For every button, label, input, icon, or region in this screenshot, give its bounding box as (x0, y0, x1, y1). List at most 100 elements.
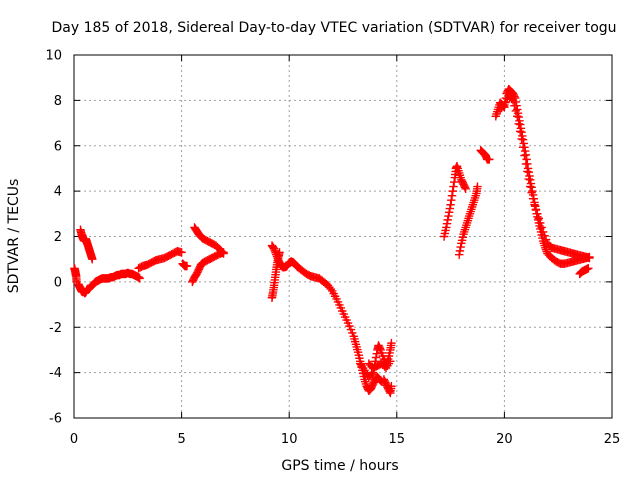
data-point (456, 242, 465, 252)
data-point (447, 196, 456, 205)
data-point (510, 101, 519, 110)
data-point (520, 151, 529, 160)
y-tick-label: 6 (54, 139, 62, 154)
series-segment-2a (134, 247, 186, 273)
y-axis: -6 -4 -2 0 2 4 6 8 10 (45, 49, 612, 427)
data-point (524, 168, 533, 177)
y-tick-label: 2 (54, 230, 62, 245)
data-point (135, 274, 144, 283)
data-point (528, 194, 538, 203)
data-point (345, 321, 354, 331)
data-point (518, 135, 528, 144)
data-point (540, 231, 549, 240)
y-axis-label: SDTVAR / TECUs (6, 179, 22, 294)
data-point (449, 177, 459, 187)
data-point (536, 218, 545, 228)
x-tick-label: 5 (177, 432, 185, 447)
data-point (527, 188, 536, 197)
data-point (443, 215, 452, 225)
x-tick-label: 25 (604, 432, 621, 447)
data-point (447, 191, 457, 200)
data-point (521, 150, 531, 160)
data-point (219, 249, 228, 258)
data-point (528, 186, 537, 196)
x-axis-label: GPS time / hours (281, 458, 398, 474)
series-segment-2d (190, 223, 228, 258)
data-point (375, 344, 385, 353)
data-point (515, 127, 525, 136)
data-point (515, 120, 525, 129)
data-point (448, 186, 457, 196)
data-point (446, 200, 455, 209)
series-segment-2c (188, 248, 228, 287)
data-point (517, 127, 526, 137)
data-point (517, 134, 526, 144)
data-point (371, 353, 381, 362)
data-point (444, 211, 453, 221)
series-segment-4b (455, 182, 482, 259)
data-point (445, 204, 455, 213)
data-point (177, 248, 186, 257)
data-point (524, 174, 533, 184)
data-point (485, 155, 494, 164)
data-point (346, 325, 356, 334)
data-point (449, 182, 458, 191)
data-point (584, 264, 593, 273)
data-point (455, 246, 465, 256)
data-point (387, 382, 396, 391)
grid (74, 55, 612, 418)
data-point (514, 119, 523, 129)
y-tick-label: 10 (45, 49, 62, 64)
x-axis: 0 5 10 15 20 25 (70, 55, 620, 447)
data-point (182, 261, 192, 271)
series-segment-4c (476, 146, 494, 164)
series-segment-4f (575, 264, 593, 279)
data-point (473, 182, 482, 191)
data-point (442, 223, 451, 232)
data-point (526, 175, 535, 184)
y-tick-label: -6 (49, 412, 62, 427)
data-point (498, 102, 508, 111)
data-point (461, 184, 470, 194)
data-point (521, 159, 531, 169)
data-point (511, 106, 521, 116)
series-segment-3e (364, 357, 395, 373)
data-point (455, 250, 464, 259)
y-tick-label: -4 (49, 366, 62, 381)
x-tick-label: 15 (389, 432, 406, 447)
chart-title: Day 185 of 2018, Sidereal Day-to-day VTE… (51, 20, 616, 36)
data-point (218, 248, 227, 257)
data-point (508, 96, 518, 105)
series-segment-1b (74, 268, 144, 298)
data-point (533, 209, 542, 219)
series-segment-3b (267, 241, 386, 395)
series-segment-2b (178, 259, 192, 271)
x-tick-label: 20 (496, 432, 513, 447)
data-point (513, 112, 522, 121)
data-point (526, 182, 535, 191)
data-point (531, 205, 541, 214)
data-point (523, 167, 532, 176)
data-point (585, 253, 594, 263)
series-segment-1a (70, 264, 81, 287)
y-tick-label: -2 (49, 321, 62, 336)
data-point (376, 375, 385, 385)
data-point (372, 349, 381, 358)
data-point (367, 369, 376, 379)
data-point (442, 219, 452, 228)
data-point (537, 223, 546, 232)
series-segment-4e (495, 91, 594, 263)
y-tick-label: 4 (54, 185, 62, 200)
y-tick-label: 8 (54, 94, 62, 109)
data-point (444, 208, 454, 217)
data-point (534, 214, 544, 223)
series-segment-3c (356, 338, 396, 382)
data-point (541, 235, 551, 244)
data-point (387, 338, 396, 348)
data-point (519, 139, 528, 148)
data-point (507, 94, 516, 104)
x-tick-label: 10 (281, 432, 298, 447)
data-point (514, 112, 523, 122)
data-point (348, 328, 357, 338)
